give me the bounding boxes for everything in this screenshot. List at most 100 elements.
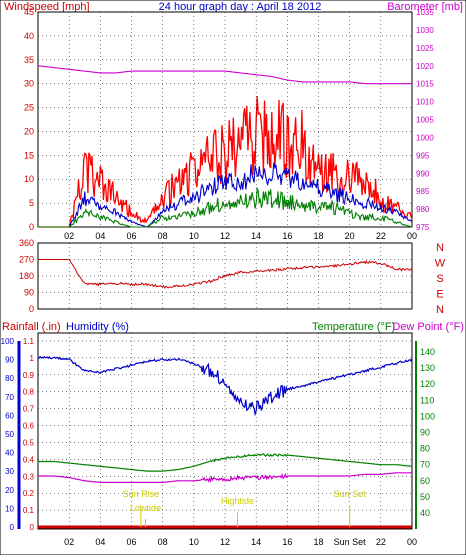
chart-marks-layer: 0510152025303540459759809859909951000100…: [1, 7, 446, 547]
wind-x-tick-label: 16: [282, 231, 292, 241]
rain-y-tick-label: 0.5: [23, 438, 35, 447]
humidity-axis-label: Humidity (%): [66, 321, 129, 333]
event-annotation-label: Sun Set: [334, 489, 367, 499]
humidity-y-tick-label: 50: [5, 430, 14, 439]
climate-x-tick-label: 00: [407, 537, 417, 547]
climate-x-tick-label: 06: [126, 537, 136, 547]
climate-x-tick-label: 04: [95, 537, 105, 547]
direction-compass-letter: E: [436, 289, 443, 301]
temperature-y-tick-label: 110: [420, 395, 434, 405]
temperature-y-tick-label: 100: [420, 411, 435, 421]
climate-x-tick-label: 16: [282, 537, 292, 547]
wind-direction-line: [38, 259, 413, 289]
barometer-y-tick-label: 1020: [416, 62, 434, 71]
wind-x-tick-label: 14: [251, 231, 261, 241]
climate-x-tick-label: Sun Set: [334, 537, 367, 547]
climate-x-tick-label: 12: [220, 537, 230, 547]
rainfall-axis-label: Rainfall (.in): [2, 321, 61, 333]
temperature-y-tick-label: 120: [420, 379, 435, 389]
wind-y-tick-label: 15: [24, 150, 34, 160]
wind-y-tick-label: 30: [24, 79, 34, 89]
wind-y-tick-label: 5: [29, 198, 34, 208]
temperature-y-tick-label: 90: [420, 428, 430, 438]
barometer-y-tick-label: 985: [416, 187, 430, 196]
climate-x-tick-label: 22: [376, 537, 386, 547]
rain-y-tick-label: 1: [30, 354, 35, 363]
wind-x-tick-label: 06: [126, 231, 136, 241]
chart-title: 24 hour graph day : April 18 2012: [159, 1, 322, 13]
climate-x-tick-label: 14: [251, 537, 261, 547]
humidity-y-tick-label: 60: [5, 411, 14, 420]
temperature-y-tick-label: 140: [420, 347, 435, 357]
direction-compass-letter: N: [436, 242, 444, 254]
climate-x-tick-label: 10: [189, 537, 199, 547]
rain-y-tick-label: 0.2: [23, 489, 35, 498]
direction-compass-letter: S: [436, 273, 443, 285]
barometer-y-tick-label: 1025: [416, 44, 434, 53]
wind-x-tick-label: 22: [376, 231, 386, 241]
wind-y-tick-label: 20: [24, 126, 34, 136]
humidity-y-tick-label: 40: [5, 449, 14, 458]
barometer-y-tick-label: 980: [416, 205, 430, 214]
barometer-y-tick-label: 995: [416, 151, 430, 160]
barometer-y-tick-label: 1015: [416, 80, 434, 89]
humidity-y-tick-label: 0: [10, 523, 15, 532]
rain-y-tick-label: 0.9: [23, 371, 35, 380]
temperature-y-tick-label: 80: [420, 444, 430, 454]
climate-x-tick-label: 18: [313, 537, 323, 547]
barometer-axis-label: Barometer [mb]: [387, 1, 463, 13]
direction-y-tick-label: 180: [19, 271, 34, 281]
temperature-y-tick-label: 50: [420, 492, 430, 502]
climate-x-tick-label: 08: [158, 537, 168, 547]
wind-x-tick-label: 12: [220, 231, 230, 241]
event-annotation-label: Lowtide: [130, 503, 161, 513]
wind-average-line: [38, 162, 412, 228]
barometer-y-tick-label: 1005: [416, 116, 434, 125]
rain-y-tick-label: 0.3: [23, 472, 35, 481]
event-annotation-label: Hightide: [221, 496, 254, 506]
barometer-y-tick-label: 1035: [416, 8, 434, 17]
wind-y-tick-label: 0: [29, 222, 34, 232]
wind-x-tick-label: 10: [189, 231, 199, 241]
temperature-y-tick-label: 70: [420, 460, 430, 470]
barometer-y-tick-label: 975: [416, 223, 430, 232]
humidity-y-tick-label: 100: [1, 337, 15, 346]
dewpoint-line: [38, 472, 412, 484]
temperature-y-tick-label: 60: [420, 476, 430, 486]
rain-y-tick-label: 1.1: [23, 337, 35, 346]
wind-x-tick-label: 02: [64, 231, 74, 241]
wind-minimum-line: [38, 186, 413, 228]
humidity-y-tick-label: 80: [5, 374, 14, 383]
temperature-y-tick-label: 130: [420, 363, 435, 373]
barometer-y-tick-label: 1010: [416, 98, 434, 107]
wind-x-tick-label: 20: [345, 231, 355, 241]
windspeed-axis-label: Windspeed [mph]: [4, 1, 90, 13]
humidity-y-tick-label: 20: [5, 486, 14, 495]
humidity-y-tick-label: 10: [5, 504, 14, 513]
wind-y-tick-label: 35: [24, 55, 34, 65]
barometer-y-tick-label: 1030: [416, 26, 434, 35]
wind-x-tick-label: 08: [158, 231, 168, 241]
humidity-y-tick-label: 90: [5, 356, 14, 365]
temperature-y-tick-label: 40: [420, 508, 430, 518]
barometer-y-tick-label: 1000: [416, 133, 434, 142]
direction-y-tick-label: 0: [29, 304, 34, 314]
wind-x-tick-label: 18: [313, 231, 323, 241]
humidity-y-tick-label: 30: [5, 467, 14, 476]
rain-y-tick-label: 0: [30, 523, 35, 532]
dewpoint-axis-label: Dew Point (°F): [392, 321, 464, 333]
rain-y-tick-label: 0.1: [23, 506, 35, 515]
rain-y-tick-label: 0.8: [23, 388, 35, 397]
rain-y-tick-label: 0.7: [23, 405, 35, 414]
event-annotation-label: Sun Rise: [123, 489, 160, 499]
direction-y-tick-label: 90: [24, 288, 34, 298]
barometer-y-tick-label: 990: [416, 169, 430, 178]
direction-compass-letter: W: [435, 258, 446, 270]
wind-x-tick-label: 04: [95, 231, 105, 241]
wind-x-tick-label: 00: [407, 231, 417, 241]
rain-y-tick-label: 0.6: [23, 422, 35, 431]
direction-compass-letter: N: [436, 304, 444, 316]
direction-y-tick-label: 270: [19, 255, 34, 265]
wind-y-tick-label: 45: [24, 7, 34, 17]
